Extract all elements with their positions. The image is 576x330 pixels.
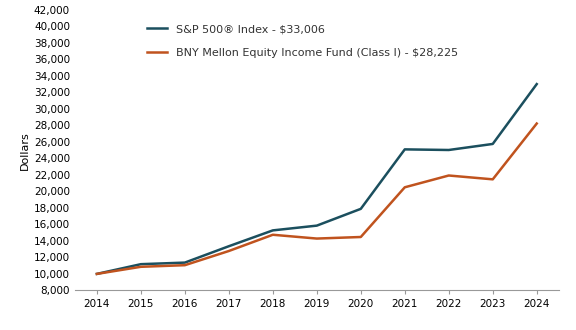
BNY Mellon Equity Income Fund (Class I) - $28,225 [357,235,364,239]
S&P 500® Index - $33,006 [357,207,364,211]
BNY Mellon Equity Income Fund (Class I) - $28,225 [445,174,452,178]
S&P 500® Index - $33,006 [313,224,320,228]
BNY Mellon Equity Income Fund (Class I) - $28,225 [533,121,540,125]
S&P 500® Index - $33,006 [401,148,408,151]
Legend: S&P 500® Index - $33,006, BNY Mellon Equity Income Fund (Class I) - $28,225: S&P 500® Index - $33,006, BNY Mellon Equ… [143,21,461,61]
S&P 500® Index - $33,006 [138,262,145,266]
S&P 500® Index - $33,006 [225,244,232,248]
S&P 500® Index - $33,006 [270,228,276,232]
BNY Mellon Equity Income Fund (Class I) - $28,225 [93,272,100,276]
BNY Mellon Equity Income Fund (Class I) - $28,225 [225,249,232,253]
BNY Mellon Equity Income Fund (Class I) - $28,225 [313,237,320,241]
S&P 500® Index - $33,006 [93,272,100,276]
BNY Mellon Equity Income Fund (Class I) - $28,225 [138,265,145,269]
S&P 500® Index - $33,006 [445,148,452,152]
BNY Mellon Equity Income Fund (Class I) - $28,225 [270,233,276,237]
S&P 500® Index - $33,006 [181,261,188,265]
S&P 500® Index - $33,006 [489,142,496,146]
S&P 500® Index - $33,006 [533,82,540,86]
Line: S&P 500® Index - $33,006: S&P 500® Index - $33,006 [97,84,537,274]
BNY Mellon Equity Income Fund (Class I) - $28,225 [181,263,188,267]
BNY Mellon Equity Income Fund (Class I) - $28,225 [489,177,496,181]
Y-axis label: Dollars: Dollars [20,131,30,170]
Line: BNY Mellon Equity Income Fund (Class I) - $28,225: BNY Mellon Equity Income Fund (Class I) … [97,123,537,274]
BNY Mellon Equity Income Fund (Class I) - $28,225 [401,185,408,189]
